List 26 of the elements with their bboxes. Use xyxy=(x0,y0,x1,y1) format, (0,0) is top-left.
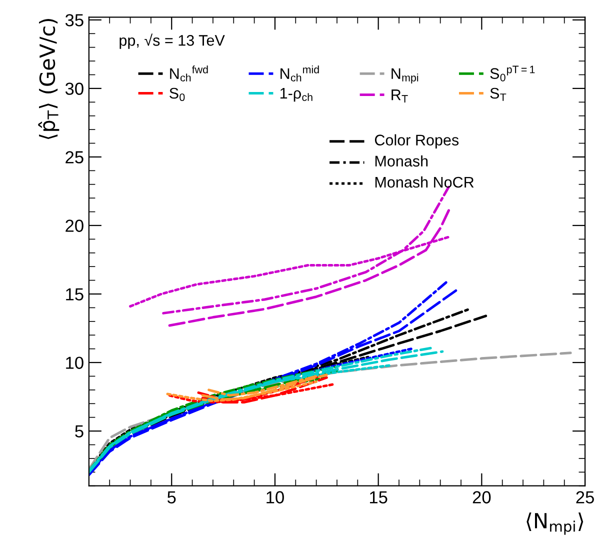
annotation: Monash NoCR xyxy=(375,176,474,188)
legend-label: N$_{ch}$$^{fwd}$ xyxy=(170,66,208,82)
x-tick-label: 10 xyxy=(266,491,284,504)
x-tick-label: 5 xyxy=(167,491,176,504)
y-tick-label: 25 xyxy=(66,151,84,164)
x-tick-label: 15 xyxy=(370,491,388,504)
legend-label: N$_{ch}$$^{mid}$ xyxy=(280,66,319,82)
annotation: Color Ropes xyxy=(374,134,459,148)
y-axis-title: ⟨p̂$_{T}$⟩ (GeV/c) xyxy=(38,18,60,140)
x-tick-label: 25 xyxy=(576,491,594,504)
y-tick-label: 15 xyxy=(66,288,84,300)
y-tick-label: 5 xyxy=(75,425,84,438)
annotation: pp, √s = 13 TeV xyxy=(120,34,225,49)
legend-label: 1-ρ$_{ch}$ xyxy=(280,88,312,102)
legend-label: S$_{0}$ xyxy=(170,88,185,102)
legend-label: S$_{0}$$^{pT=1}$ xyxy=(490,66,535,82)
legend-label: R$_{T}$ xyxy=(392,90,408,102)
y-tick-label: 30 xyxy=(65,82,84,95)
legend-label: N$_{mpi}$ xyxy=(392,68,418,84)
y-tick-label: 10 xyxy=(66,356,84,369)
legend-label: S$_{T}$ xyxy=(490,88,506,101)
x-axis-title: ⟨N$_{mpi}$⟩ xyxy=(526,512,584,535)
x-tick-label: 20 xyxy=(472,491,491,504)
annotation: Monash xyxy=(375,155,428,167)
y-tick-label: 35 xyxy=(65,14,84,26)
y-tick-label: 20 xyxy=(66,220,84,232)
